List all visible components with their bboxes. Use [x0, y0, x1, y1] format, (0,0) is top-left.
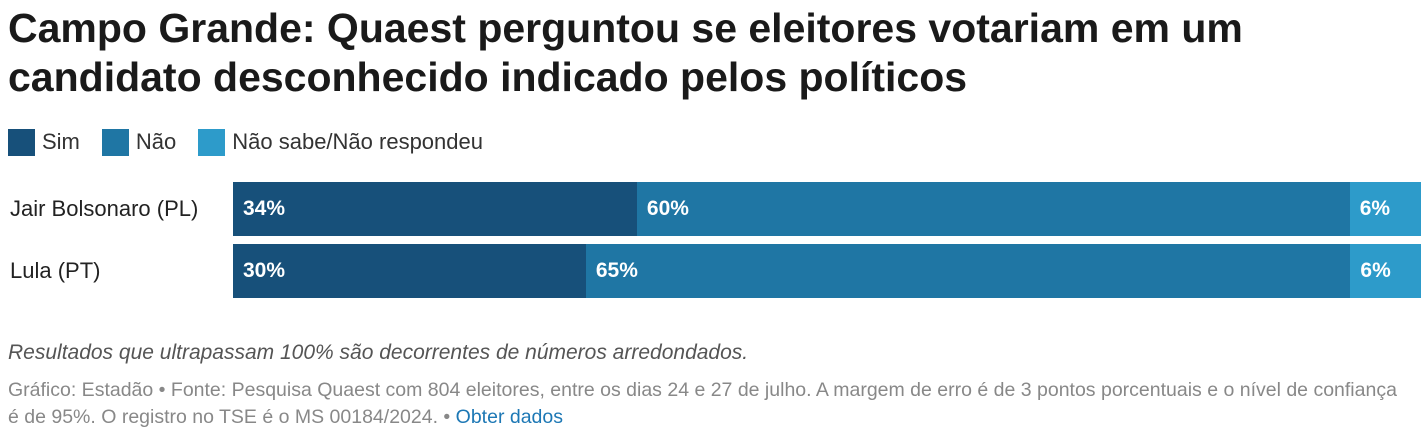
bar-segment-nao: 60% — [636, 182, 1350, 236]
legend-item-nao: Não — [101, 128, 177, 156]
stacked-bar-chart: Jair Bolsonaro (PL) 34% 60% 6% Lula (PT) 30% 6… — [0, 182, 1427, 302]
category-label: Jair Bolsonaro (PL) — [10, 196, 199, 221]
bar-row: Jair Bolsonaro (PL) 34% 60% 6% — [0, 182, 1427, 236]
legend-item-nao-sabe: Não sabe/Não respondeu — [198, 128, 483, 156]
bar-track: 34% 60% 6% — [233, 182, 1421, 236]
bar-segment-nao: 65% — [585, 244, 1351, 298]
category-label: Lula (PT) — [10, 258, 101, 283]
legend-label-sim: Sim — [42, 129, 80, 154]
data-label: 34% — [243, 197, 286, 220]
legend-item-sim: Sim — [8, 128, 80, 156]
legend: Sim Não Não sabe/Não respondeu — [8, 128, 505, 156]
chart-title: Campo Grande: Quaest perguntou se eleito… — [8, 5, 1243, 100]
data-label: 65% — [595, 259, 638, 282]
bar-segment-sim: 34% — [233, 182, 637, 236]
bar-segment-nao-sabe: 6% — [1349, 182, 1421, 236]
rounding-note: Resultados que ultrapassam 100% são deco… — [8, 341, 749, 364]
data-label: 6% — [1359, 197, 1391, 220]
get-data-link[interactable]: Obter dados — [455, 406, 563, 428]
link-separator: • — [443, 406, 456, 428]
bar-segment-sim: 30% — [233, 244, 586, 298]
bar-track: 30% 65% 6% — [233, 244, 1421, 298]
bar-row: Lula (PT) 30% 65% 6% — [0, 244, 1427, 298]
legend-swatch-nao-sabe — [198, 128, 226, 156]
bar-segment-nao-sabe: 6% — [1350, 244, 1421, 298]
data-label: 6% — [1360, 259, 1391, 282]
data-label: 30% — [243, 259, 286, 282]
data-label: 60% — [646, 197, 689, 220]
chart-footer: Gráfico: Estadão • Fonte: Pesquisa Quaes… — [8, 377, 1408, 431]
legend-label-nao: Não — [135, 129, 177, 154]
legend-swatch-sim — [8, 128, 35, 156]
legend-label-nao-sabe: Não sabe/Não respondeu — [232, 129, 483, 154]
legend-swatch-nao — [101, 128, 129, 156]
source-text: Gráfico: Estadão • Fonte: Pesquisa Quaes… — [8, 379, 1397, 428]
